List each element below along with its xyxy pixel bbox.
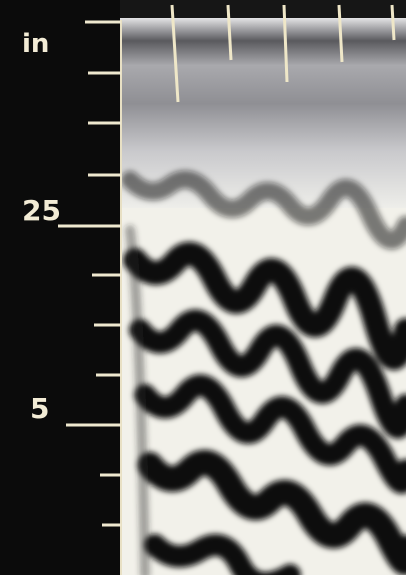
- radar-display: in 25 5: [0, 0, 406, 575]
- unit-label: in: [22, 29, 49, 59]
- depth-scale: in 25 5: [0, 0, 121, 575]
- depth-label: 25: [22, 194, 61, 227]
- depth-label: 5: [30, 392, 49, 425]
